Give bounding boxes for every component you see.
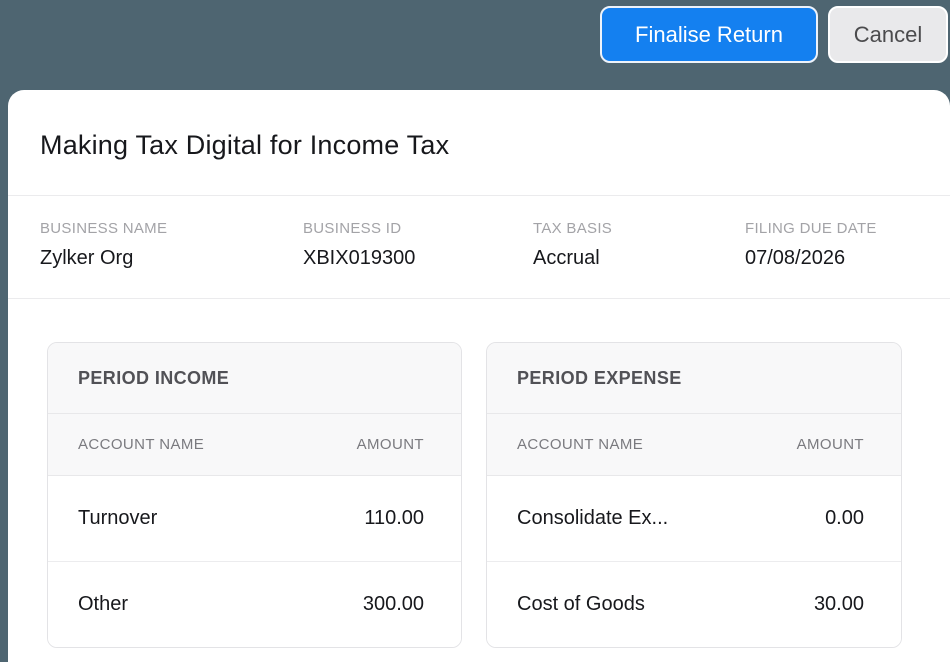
tax-basis-label: TAX BASIS	[533, 220, 613, 237]
period-expense-column-header: ACCOUNT NAME AMOUNT	[487, 414, 901, 476]
income-row-amount: 110.00	[364, 507, 424, 529]
business-info-divider	[8, 298, 950, 299]
period-income-title: PERIOD INCOME	[48, 343, 461, 414]
income-row-account: Turnover	[78, 507, 158, 529]
filing-due-date-field: FILING DUE DATE 07/08/2026	[745, 220, 877, 270]
expense-account-name-header: ACCOUNT NAME	[517, 436, 644, 453]
cancel-button[interactable]: Cancel	[828, 6, 948, 63]
business-name-value: Zylker Org	[40, 247, 134, 269]
table-row: Other 300.00	[48, 562, 461, 647]
period-expense-title: PERIOD EXPENSE	[487, 343, 901, 414]
business-name-field: BUSINESS NAME Zylker Org	[40, 220, 167, 270]
mtd-return-card: Making Tax Digital for Income Tax BUSINE…	[8, 90, 950, 662]
income-account-name-header: ACCOUNT NAME	[78, 436, 205, 453]
period-expense-table: PERIOD EXPENSE ACCOUNT NAME AMOUNT Conso…	[486, 342, 902, 648]
page-title: Making Tax Digital for Income Tax	[40, 130, 450, 160]
business-id-field: BUSINESS ID XBIX019300	[303, 220, 415, 270]
business-id-value: XBIX019300	[303, 247, 416, 269]
table-row: Consolidate Ex... 0.00	[487, 476, 901, 562]
filing-due-date-label: FILING DUE DATE	[745, 220, 877, 237]
expense-amount-header: AMOUNT	[796, 436, 864, 453]
period-income-table: PERIOD INCOME ACCOUNT NAME AMOUNT Turnov…	[47, 342, 462, 648]
business-id-label: BUSINESS ID	[303, 220, 402, 237]
period-income-column-header: ACCOUNT NAME AMOUNT	[48, 414, 461, 476]
tax-basis-value: Accrual	[533, 247, 600, 269]
table-row: Cost of Goods 30.00	[487, 562, 901, 647]
expense-row-amount: 0.00	[825, 507, 864, 529]
tax-basis-field: TAX BASIS Accrual	[533, 220, 612, 270]
income-row-amount: 300.00	[362, 593, 424, 615]
income-row-account: Other	[78, 593, 129, 615]
business-name-label: BUSINESS NAME	[40, 220, 168, 237]
expense-row-amount: 30.00	[813, 593, 864, 615]
filing-due-date-value: 07/08/2026	[745, 247, 846, 269]
expense-row-account: Cost of Goods	[517, 593, 645, 615]
expense-row-account: Consolidate Ex...	[517, 507, 669, 529]
table-row: Turnover 110.00	[48, 476, 461, 562]
finalise-return-button[interactable]: Finalise Return	[600, 6, 818, 63]
title-divider	[8, 195, 950, 196]
income-amount-header: AMOUNT	[356, 436, 424, 453]
